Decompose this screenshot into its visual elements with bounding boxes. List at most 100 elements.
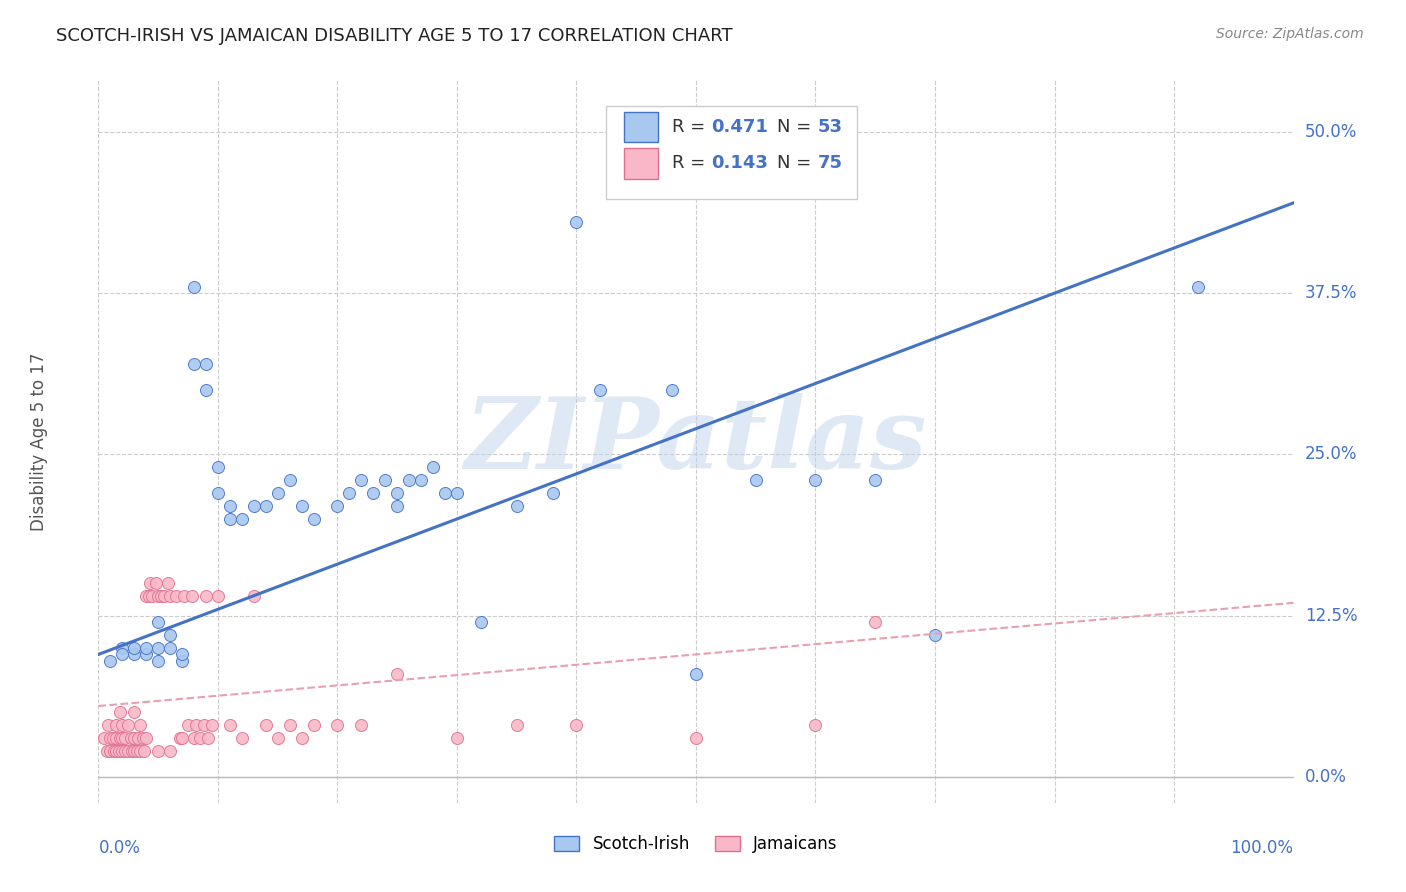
Point bbox=[446, 486, 468, 500]
Point bbox=[207, 486, 229, 500]
Point bbox=[350, 718, 373, 732]
Point bbox=[506, 718, 529, 732]
Point bbox=[422, 460, 444, 475]
Point bbox=[135, 648, 157, 662]
Point bbox=[159, 628, 181, 642]
Point bbox=[186, 718, 208, 732]
Point bbox=[172, 731, 194, 746]
Point bbox=[145, 576, 167, 591]
Point bbox=[117, 718, 139, 732]
Point bbox=[326, 718, 349, 732]
Point bbox=[207, 460, 229, 475]
Point bbox=[201, 718, 224, 732]
Point bbox=[98, 654, 122, 668]
Point bbox=[172, 648, 194, 662]
Point bbox=[446, 731, 468, 746]
Text: 0.0%: 0.0% bbox=[98, 838, 141, 857]
Point bbox=[124, 731, 146, 746]
Point bbox=[865, 473, 887, 487]
Text: SCOTCH-IRISH VS JAMAICAN DISABILITY AGE 5 TO 17 CORRELATION CHART: SCOTCH-IRISH VS JAMAICAN DISABILITY AGE … bbox=[56, 27, 733, 45]
Point bbox=[565, 718, 588, 732]
Point bbox=[114, 744, 136, 758]
Point bbox=[541, 486, 564, 500]
Point bbox=[291, 731, 314, 746]
Text: 50.0%: 50.0% bbox=[1305, 123, 1357, 141]
Point bbox=[188, 731, 211, 746]
Point bbox=[165, 590, 187, 604]
Point bbox=[385, 486, 409, 500]
Point bbox=[156, 576, 179, 591]
Point bbox=[148, 615, 170, 630]
Point bbox=[159, 640, 181, 655]
Point bbox=[470, 615, 492, 630]
Point bbox=[363, 486, 385, 500]
Point bbox=[1187, 279, 1209, 293]
Point bbox=[141, 590, 163, 604]
Point bbox=[101, 731, 124, 746]
Point bbox=[124, 640, 146, 655]
Point bbox=[111, 744, 134, 758]
Point bbox=[148, 590, 170, 604]
Point bbox=[131, 731, 153, 746]
Point bbox=[231, 731, 253, 746]
Point bbox=[135, 640, 157, 655]
Point bbox=[565, 215, 588, 229]
Point bbox=[124, 706, 146, 720]
Point bbox=[111, 731, 134, 746]
FancyBboxPatch shape bbox=[624, 112, 658, 143]
Point bbox=[135, 731, 157, 746]
Text: N =: N = bbox=[778, 154, 817, 172]
Point bbox=[219, 499, 242, 513]
Point bbox=[98, 744, 122, 758]
Point bbox=[107, 744, 129, 758]
Point bbox=[127, 731, 149, 746]
FancyBboxPatch shape bbox=[624, 148, 658, 178]
Point bbox=[105, 718, 128, 732]
Point bbox=[173, 590, 195, 604]
Point bbox=[243, 499, 266, 513]
Point bbox=[195, 590, 218, 604]
Point bbox=[207, 590, 229, 604]
Point bbox=[302, 512, 325, 526]
Text: Source: ZipAtlas.com: Source: ZipAtlas.com bbox=[1216, 27, 1364, 41]
Point bbox=[339, 486, 361, 500]
Point bbox=[278, 718, 301, 732]
Point bbox=[197, 731, 219, 746]
Point bbox=[124, 744, 146, 758]
Point bbox=[219, 718, 242, 732]
Point bbox=[120, 731, 142, 746]
Point bbox=[124, 648, 146, 662]
Point bbox=[195, 383, 218, 397]
Point bbox=[135, 590, 157, 604]
Point bbox=[745, 473, 768, 487]
Point bbox=[865, 615, 887, 630]
Point bbox=[129, 718, 152, 732]
Point bbox=[169, 731, 191, 746]
Point bbox=[96, 744, 118, 758]
Point bbox=[117, 744, 139, 758]
Text: 0.471: 0.471 bbox=[711, 119, 769, 136]
Point bbox=[398, 473, 420, 487]
Point bbox=[254, 499, 277, 513]
Point bbox=[148, 640, 170, 655]
Point bbox=[385, 499, 409, 513]
Point bbox=[685, 666, 707, 681]
Point bbox=[267, 486, 290, 500]
Point bbox=[267, 731, 290, 746]
Point bbox=[924, 628, 946, 642]
Point bbox=[121, 744, 143, 758]
Text: 0.0%: 0.0% bbox=[1305, 768, 1347, 786]
Point bbox=[291, 499, 314, 513]
Point bbox=[148, 654, 170, 668]
Text: 100.0%: 100.0% bbox=[1230, 838, 1294, 857]
Legend: Scotch-Irish, Jamaicans: Scotch-Irish, Jamaicans bbox=[547, 828, 845, 860]
Point bbox=[183, 357, 205, 371]
Point bbox=[114, 731, 136, 746]
Point bbox=[139, 576, 162, 591]
Text: 53: 53 bbox=[818, 119, 842, 136]
Point bbox=[172, 654, 194, 668]
Text: 25.0%: 25.0% bbox=[1305, 445, 1357, 464]
Point bbox=[685, 731, 707, 746]
Point bbox=[326, 499, 349, 513]
Text: R =: R = bbox=[672, 154, 711, 172]
